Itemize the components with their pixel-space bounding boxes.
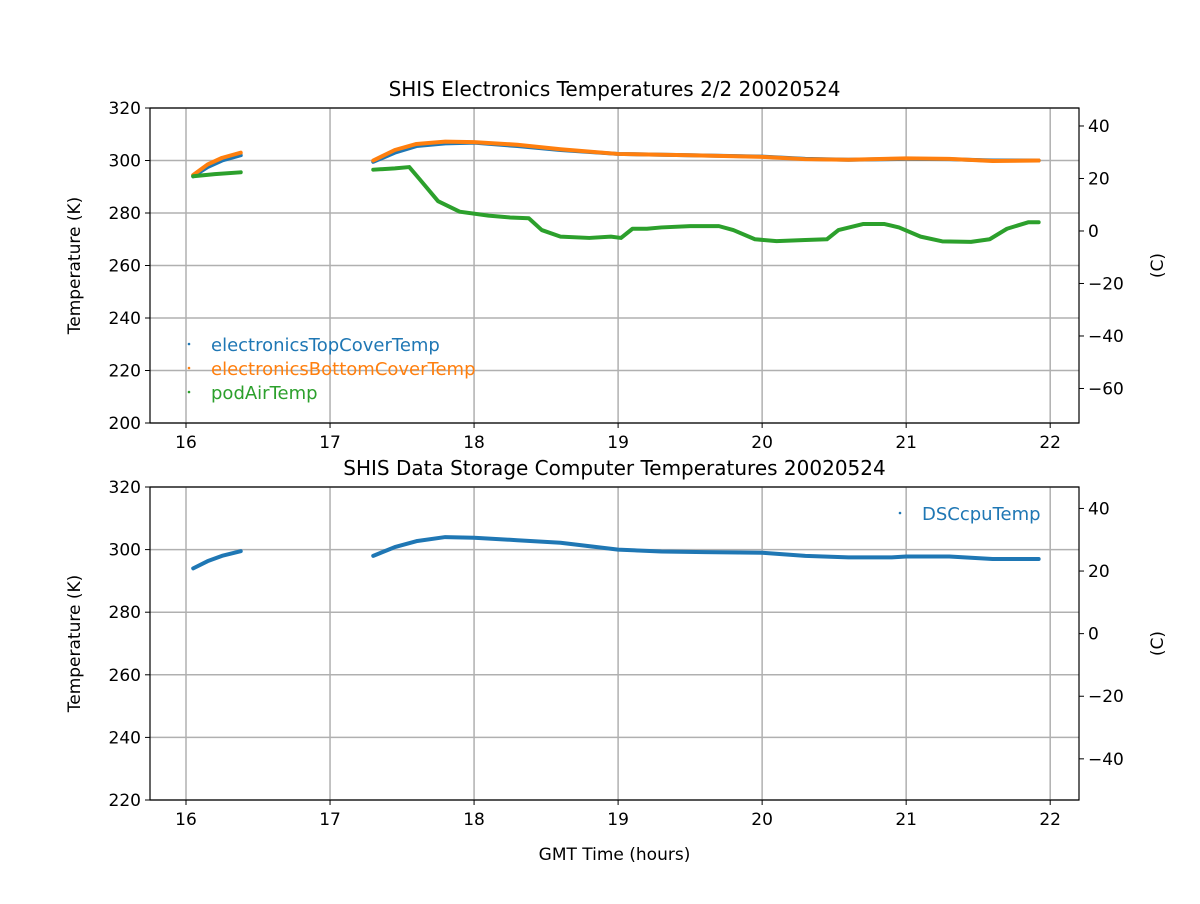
- y-right-tick-label: −20: [1088, 687, 1124, 707]
- y-tick-label: 200: [109, 414, 141, 434]
- subplot-1: 16 17 18 19 20 21 2220022024026028030032040200…: [65, 77, 1168, 453]
- chart-title: SHIS Data Storage Computer Temperatures …: [343, 456, 885, 480]
- series-electronicsBottomCoverTemp: [191, 150, 243, 177]
- x-tick-label: 21: [895, 810, 917, 830]
- x-tick-label: 16: [175, 810, 197, 830]
- y-right-tick-label: −40: [1088, 750, 1124, 770]
- y-tick-label: 220: [109, 791, 141, 811]
- y-right-axis-label: (C): [1148, 253, 1168, 278]
- y-right-axis-label: (C): [1148, 631, 1168, 656]
- y-tick-label: 320: [109, 99, 141, 119]
- y-tick-label: 300: [109, 152, 141, 172]
- y-tick-label: 220: [109, 362, 141, 382]
- chart-title: SHIS Electronics Temperatures 2/2 200205…: [389, 77, 841, 101]
- y-tick-label: 300: [109, 541, 141, 561]
- legend-label: electronicsTopCoverTemp: [211, 335, 440, 356]
- y-tick-label: 260: [109, 257, 141, 277]
- y-right-tick-label: −20: [1088, 274, 1124, 294]
- y-tick-label: 240: [109, 728, 141, 748]
- x-tick-label: 18: [463, 433, 485, 453]
- axes-frame: [149, 486, 1080, 801]
- y-right-tick-label: −60: [1088, 379, 1124, 399]
- x-tick-label: 17: [319, 810, 341, 830]
- y-right-tick-label: 0: [1088, 222, 1099, 242]
- y-right-tick-label: −40: [1088, 327, 1124, 347]
- series-DSCcpuTemp: [371, 535, 1041, 561]
- legend-marker: [187, 390, 191, 394]
- y-right-tick-label: 0: [1088, 625, 1099, 645]
- subplot-2: 16 17 18 19 20 21 22 220 240 260 280 300 320 40 20 0 −20…: [65, 456, 1168, 865]
- x-axis-label: GMT Time (hours): [539, 845, 691, 865]
- series-DSCcpuTemp: [191, 549, 243, 571]
- series-podAirTemp: [371, 165, 1041, 244]
- series-podAirTemp: [191, 170, 243, 179]
- y-right-tick-label: 40: [1088, 117, 1110, 137]
- y-tick-label: 260: [109, 666, 141, 686]
- x-tick-label: 20: [751, 433, 773, 453]
- legend-marker: [187, 342, 191, 346]
- x-tick-label: 19: [607, 810, 629, 830]
- series-electronicsBottomCoverTemp: [371, 139, 1041, 164]
- x-tick-label: 22: [1039, 433, 1061, 453]
- legend: DSCcpuTemp: [898, 504, 1041, 525]
- y-axis-label: Temperature (K): [65, 197, 85, 336]
- x-tick-label: 19: [607, 433, 629, 453]
- y-right-tick-label: 20: [1088, 562, 1110, 582]
- y-axis-label: Temperature (K): [65, 575, 85, 714]
- x-tick-label: 20: [751, 810, 773, 830]
- y-tick-label: 320: [109, 478, 141, 498]
- x-tick-label: 16: [175, 433, 197, 453]
- x-tick-label: 17: [319, 433, 341, 453]
- x-tick-label: 21: [895, 433, 917, 453]
- legend: electronicsTopCoverTemp electronicsBottom…: [187, 335, 476, 404]
- x-tick-label: 18: [463, 810, 485, 830]
- y-tick-label: 280: [109, 603, 141, 623]
- legend-label: electronicsBottomCoverTemp: [211, 359, 476, 380]
- legend-label: DSCcpuTemp: [922, 504, 1041, 525]
- legend-marker: [898, 511, 902, 515]
- y-right-tick-label: 20: [1088, 169, 1110, 189]
- y-tick-label: 240: [109, 309, 141, 329]
- legend-marker: [187, 366, 191, 370]
- y-tick-label: 280: [109, 204, 141, 224]
- y-right-tick-label: 40: [1088, 499, 1110, 519]
- x-tick-label: 22: [1039, 810, 1061, 830]
- legend-label: podAirTemp: [211, 383, 318, 404]
